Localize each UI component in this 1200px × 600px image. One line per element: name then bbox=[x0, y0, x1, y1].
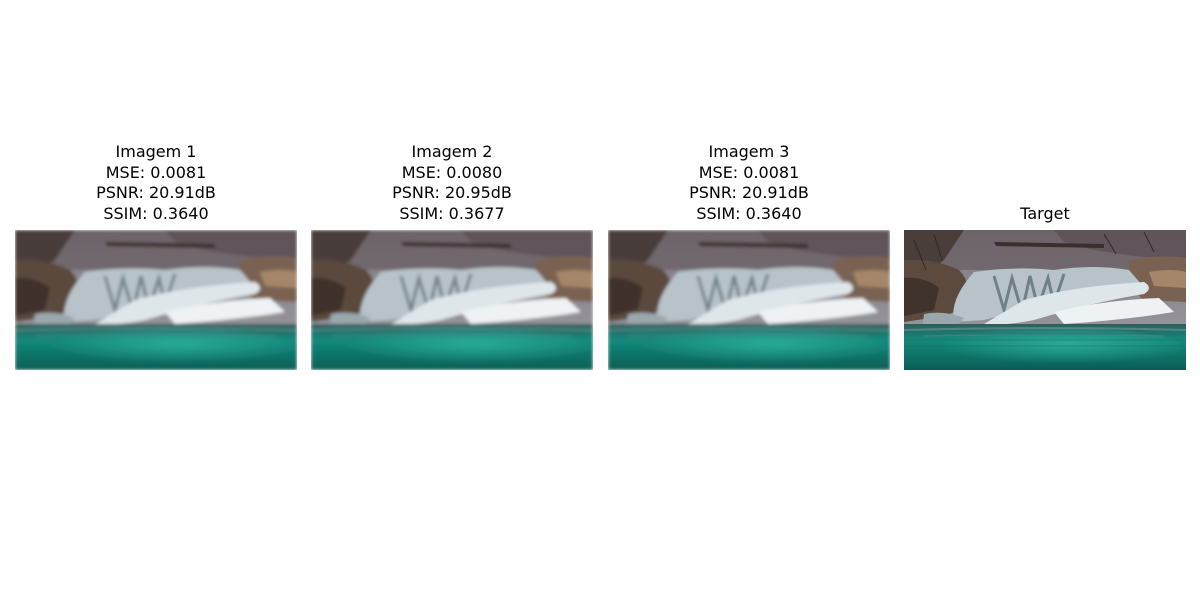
psnr-value: PSNR: 20.95dB bbox=[392, 183, 512, 202]
panel-caption: Imagem 2 MSE: 0.0080 PSNR: 20.95dB SSIM:… bbox=[311, 142, 593, 224]
mse-value: MSE: 0.0081 bbox=[105, 162, 207, 182]
psnr-value: PSNR: 20.91dB bbox=[96, 183, 216, 202]
panel-caption: Target bbox=[904, 204, 1186, 225]
ssim-value: SSIM: 0.3640 bbox=[103, 203, 209, 223]
waterfall-photo-blurred bbox=[608, 230, 890, 370]
mse-value: MSE: 0.0081 bbox=[698, 162, 800, 182]
ssim-value: SSIM: 0.3677 bbox=[399, 203, 505, 223]
panel-title: Imagem 3 bbox=[708, 142, 790, 161]
waterfall-photo-blurred bbox=[311, 230, 593, 370]
panel-caption: Imagem 3 MSE: 0.0081 PSNR: 20.91dB SSIM:… bbox=[608, 142, 890, 224]
waterfall-photo-blurred bbox=[15, 230, 297, 370]
mse-value: MSE: 0.0080 bbox=[401, 162, 503, 182]
panel-title: Imagem 1 bbox=[115, 142, 197, 161]
panel-title: Target bbox=[1020, 204, 1070, 223]
ssim-value: SSIM: 0.3640 bbox=[696, 203, 802, 223]
panel-title: Imagem 2 bbox=[411, 142, 493, 161]
panel-caption: Imagem 1 MSE: 0.0081 PSNR: 20.91dB SSIM:… bbox=[15, 142, 297, 224]
waterfall-photo-target bbox=[904, 230, 1186, 370]
psnr-value: PSNR: 20.91dB bbox=[689, 183, 809, 202]
